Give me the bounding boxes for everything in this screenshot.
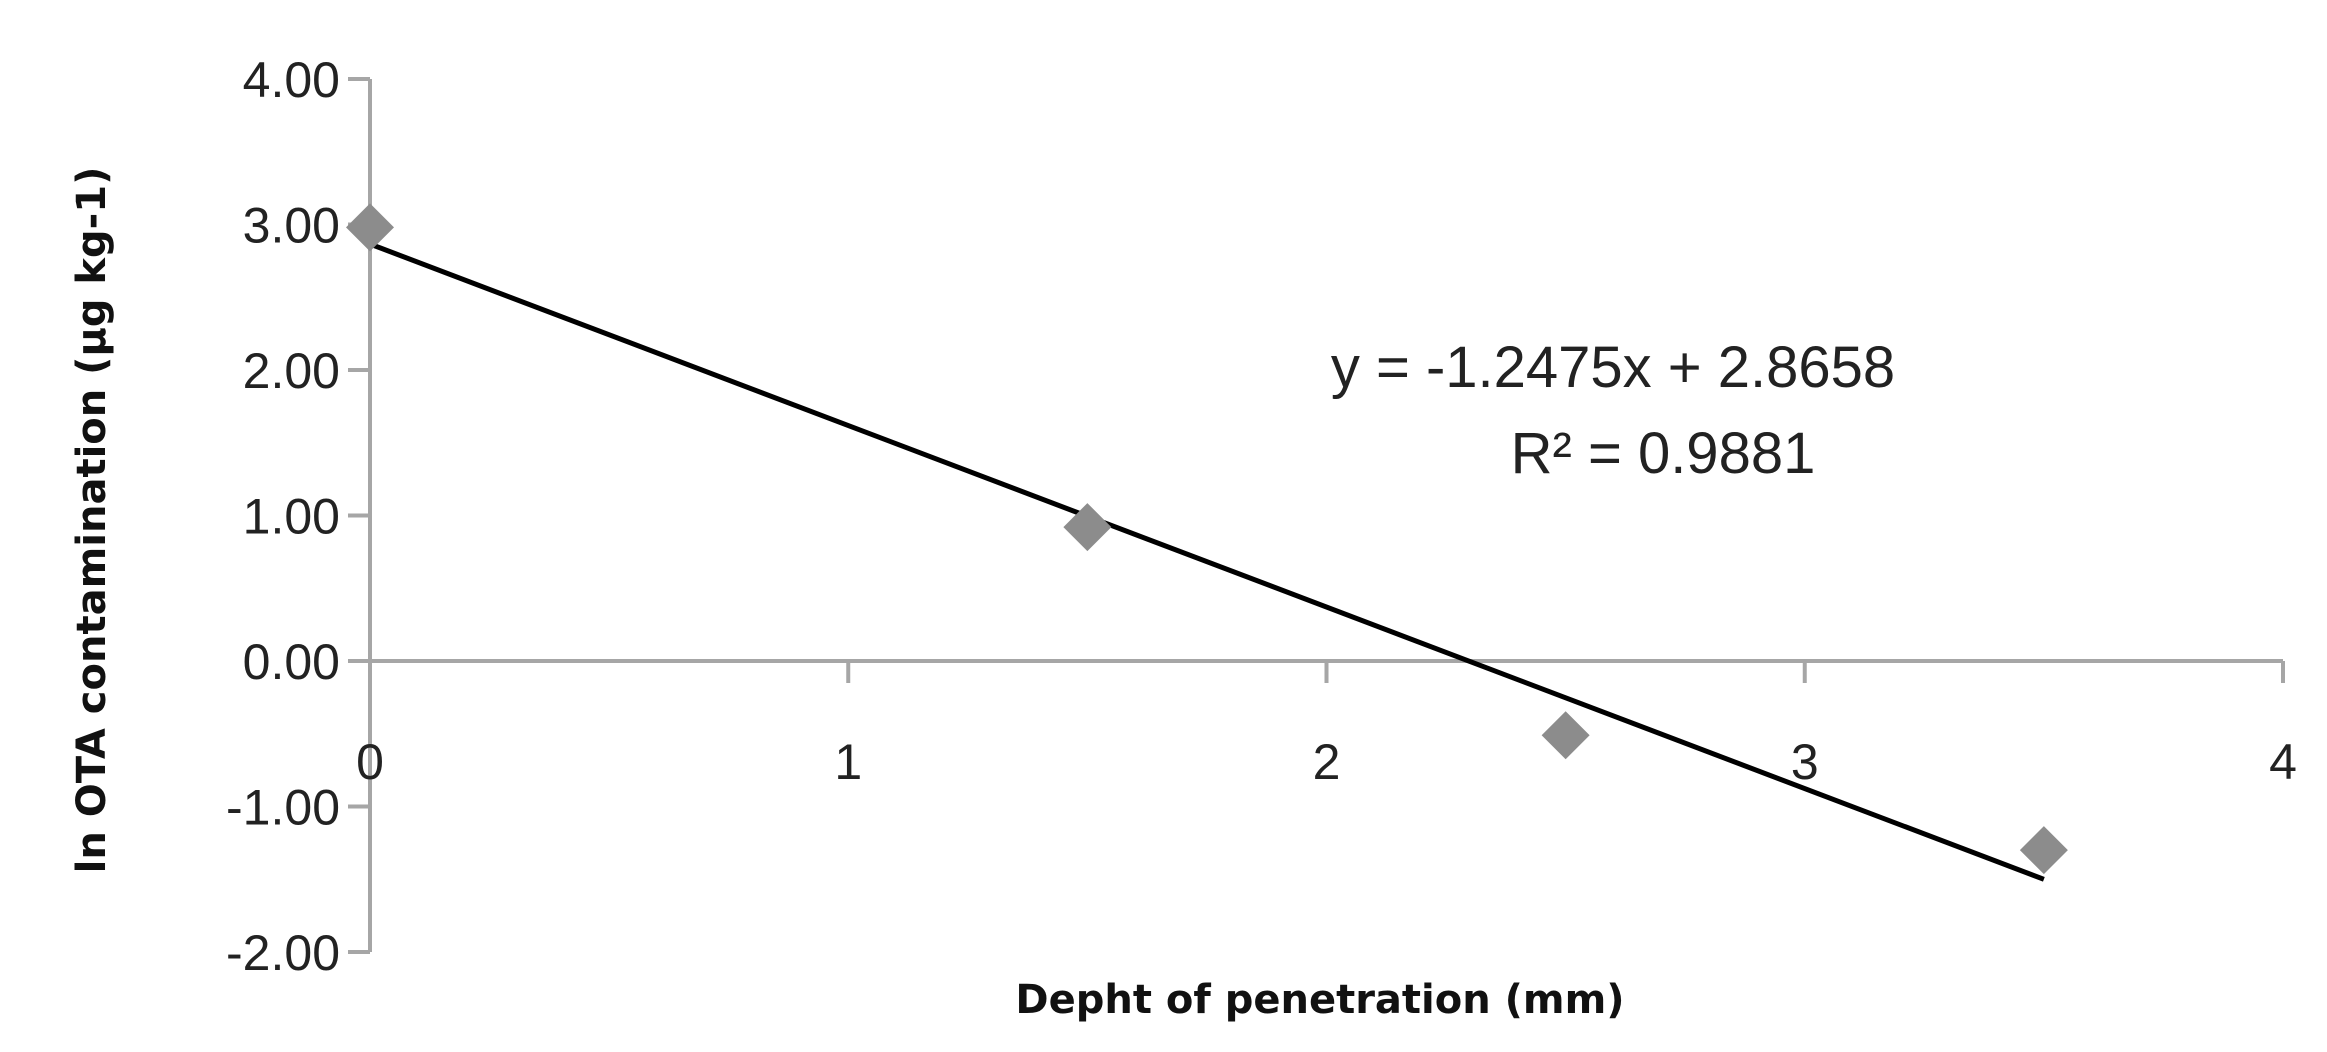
data-point	[346, 203, 394, 252]
axes	[348, 77, 2285, 954]
y-tick-label: 4.00	[243, 52, 340, 108]
x-tick-label: 1	[834, 734, 862, 790]
trendline-equation: y = -1.2475x + 2.8658	[1331, 335, 1895, 400]
y-tick-label: 0.00	[243, 634, 340, 690]
x-axis-title: Depht of penetration (mm)	[1015, 977, 1624, 1023]
y-tick-label: -2.00	[226, 925, 340, 981]
y-tick-label: -1.00	[226, 780, 340, 836]
x-tick-labels: 0 1 2 3 4	[356, 734, 2297, 790]
trendline-group	[369, 241, 2045, 882]
r-squared-label: R² = 0.9881	[1511, 421, 1816, 486]
data-point	[1541, 711, 1590, 760]
y-axis-title: ln OTA contamination (µg kg-1)	[69, 167, 115, 874]
y-tick-label: 1.00	[243, 489, 340, 545]
x-tick-label: 2	[1313, 734, 1341, 790]
x-tick-label: 4	[2269, 734, 2297, 790]
x-tick-label: 0	[356, 734, 384, 790]
x-tick-label: 3	[1791, 734, 1819, 790]
data-points	[346, 203, 2068, 875]
y-tick-label: 3.00	[243, 198, 340, 254]
y-tick-label: 2.00	[243, 343, 340, 399]
trendline	[369, 241, 2045, 882]
data-point	[2019, 826, 2068, 875]
y-tick-labels: 4.00 3.00 2.00 1.00 0.00 -1.00 -2.00	[226, 52, 340, 981]
data-point	[1063, 503, 1112, 552]
